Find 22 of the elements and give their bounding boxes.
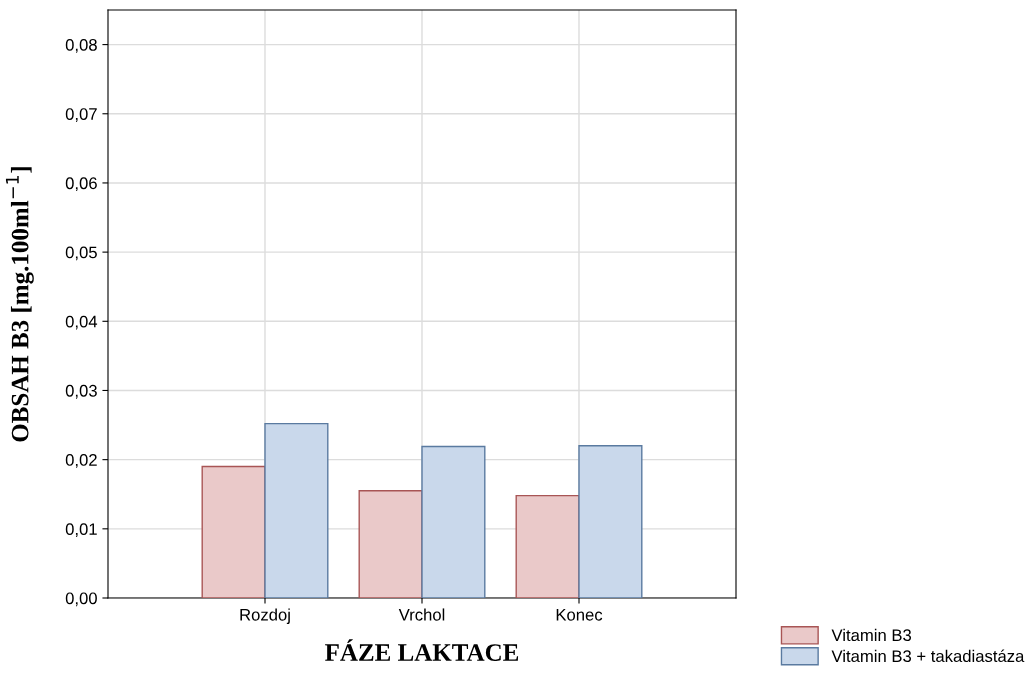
bar [201,465,266,598]
x-tick-label: Rozdoj [240,608,290,624]
y-tick-label: 0,03 [65,384,97,399]
legend-label: Vitamin B3 [831,628,912,642]
y-tick-label: 0,01 [65,523,97,537]
x-axis-title: FÁZE LAKTACE [325,639,519,661]
x-tick-label: Konec [556,609,603,621]
y-tick-label: 0,06 [65,177,97,192]
y-tick-label: 0,04 [65,315,98,330]
bar [515,494,580,598]
y-tick-label: 0,00 [65,592,97,607]
y-tick-label: 0,08 [65,38,97,53]
y-tick-label: 0,02 [65,454,97,468]
legend-label: Vitamin B3 + takadiastáza [831,649,1025,663]
bar [421,445,486,598]
y-tick-label: 0,05 [65,246,97,261]
bar [358,490,423,598]
bar [578,445,643,598]
x-tick-label: Vrchol [398,608,445,621]
y-axis-title: OBSAH B3 [mg.100ml$^{−1}$] [5,167,34,442]
bar [264,422,329,598]
y-tick-label: 0,07 [65,108,97,122]
